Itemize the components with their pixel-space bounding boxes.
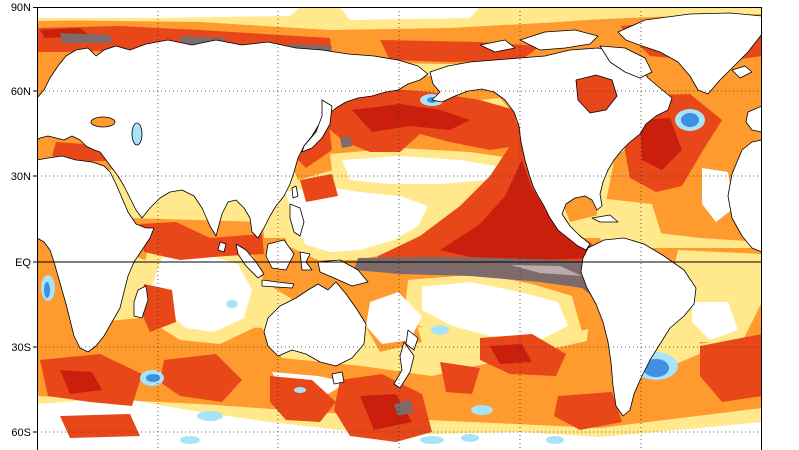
cold-spot — [681, 113, 699, 127]
deep-red-area-north-pacific — [352, 104, 470, 132]
island-taiwan — [291, 185, 299, 199]
cool-spot — [197, 411, 223, 421]
continent-australia — [263, 281, 367, 367]
cool-spot — [420, 436, 444, 444]
island-cuba — [591, 214, 619, 223]
cold-spot — [146, 374, 160, 382]
lat-label-60n: 60N — [11, 86, 31, 98]
continent-eurasia — [37, 39, 429, 239]
hudson-bay — [575, 74, 618, 114]
island-sumatra — [235, 243, 265, 279]
neutral-area-polar-west — [37, 7, 300, 18]
red-area-south-australia — [270, 376, 336, 422]
lat-label-30s: 30S — [11, 342, 31, 354]
cool-spot — [431, 325, 449, 335]
cool-spot — [546, 436, 564, 444]
deep-red-area-south-pacific — [490, 344, 532, 364]
island-arctic-archipelago — [519, 29, 599, 51]
black-sea — [90, 116, 116, 128]
lat-label-30n: 30N — [11, 171, 31, 183]
neutral-area-south-atlantic — [692, 302, 738, 340]
lat-label-60s: 60S — [11, 427, 31, 439]
deep-red-area-north-atlantic — [640, 118, 682, 170]
graticule — [37, 7, 762, 450]
neutral-area-south-pacific — [422, 282, 568, 340]
red-area-far-south-west — [60, 414, 140, 438]
island-banks — [479, 39, 516, 53]
island-sulawesi — [299, 251, 313, 271]
island-greenland — [617, 12, 762, 95]
extreme-area-barents — [60, 33, 112, 43]
cool-spot — [461, 434, 479, 442]
deep-red-area-south-of-africa — [60, 370, 102, 394]
island-tasmania — [331, 371, 345, 385]
continent-south-america — [580, 237, 697, 417]
deep-red-area-east-pacific — [440, 160, 594, 260]
caspian-sea — [131, 122, 143, 146]
orange-area-gulf-of-mexico — [560, 196, 602, 222]
island-philippines — [289, 203, 305, 237]
map-frame — [37, 7, 762, 450]
neutral-area-indian-ocean — [152, 252, 252, 332]
island-sri-lanka — [217, 241, 227, 253]
island-new-zealand-south — [393, 341, 415, 389]
neutral-area-north-pacific-strip — [342, 156, 496, 184]
island-iceland — [731, 65, 753, 79]
red-area-south-indian — [160, 354, 242, 402]
yellow-area-caribbean — [596, 198, 662, 242]
extreme-area-equatorial-streak — [510, 265, 582, 276]
lat-label-eq: EQ — [15, 257, 31, 269]
latitude-axis: 90N 60N 30N EQ 30S 60S — [11, 2, 37, 439]
yellow-area-south-atlantic — [668, 250, 762, 342]
neutral-area-far-south — [37, 398, 762, 450]
island-new-zealand-north — [405, 329, 419, 351]
red-area-south-pacific-central — [440, 362, 480, 394]
cool-spot — [471, 405, 493, 415]
island-madagascar — [133, 285, 149, 319]
neutral-area-polar-center — [340, 7, 480, 20]
extreme-area-north-pacific — [340, 136, 352, 148]
cold-spot — [44, 282, 50, 298]
cool-spot — [180, 436, 200, 444]
neutral-area-tropical-atlantic — [702, 168, 734, 222]
island-japan — [301, 99, 333, 153]
map-plot-area — [37, 7, 762, 450]
red-area-kuroshio — [300, 174, 338, 202]
neutral-area-west-pacific — [286, 186, 428, 252]
continent-west-africa — [727, 139, 762, 253]
red-area-south-atlantic — [700, 334, 762, 402]
island-baffin — [599, 45, 653, 79]
deep-red-anomaly-areas — [40, 28, 682, 430]
continent-africa — [37, 155, 155, 353]
lat-label-90n: 90N — [11, 2, 31, 14]
neutral-areas — [37, 7, 762, 450]
red-area-north-indian — [140, 222, 264, 260]
cool-spot — [226, 300, 238, 308]
red-area-drake — [554, 392, 622, 430]
cold-spot — [643, 359, 669, 377]
cool-spot — [294, 387, 306, 393]
continent-iberia — [745, 105, 762, 133]
